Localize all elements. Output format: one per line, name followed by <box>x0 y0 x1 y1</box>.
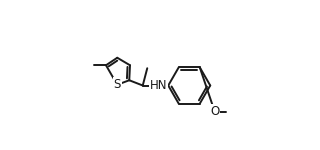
Text: HN: HN <box>150 79 167 92</box>
Text: O: O <box>210 105 220 118</box>
Text: S: S <box>114 78 121 91</box>
